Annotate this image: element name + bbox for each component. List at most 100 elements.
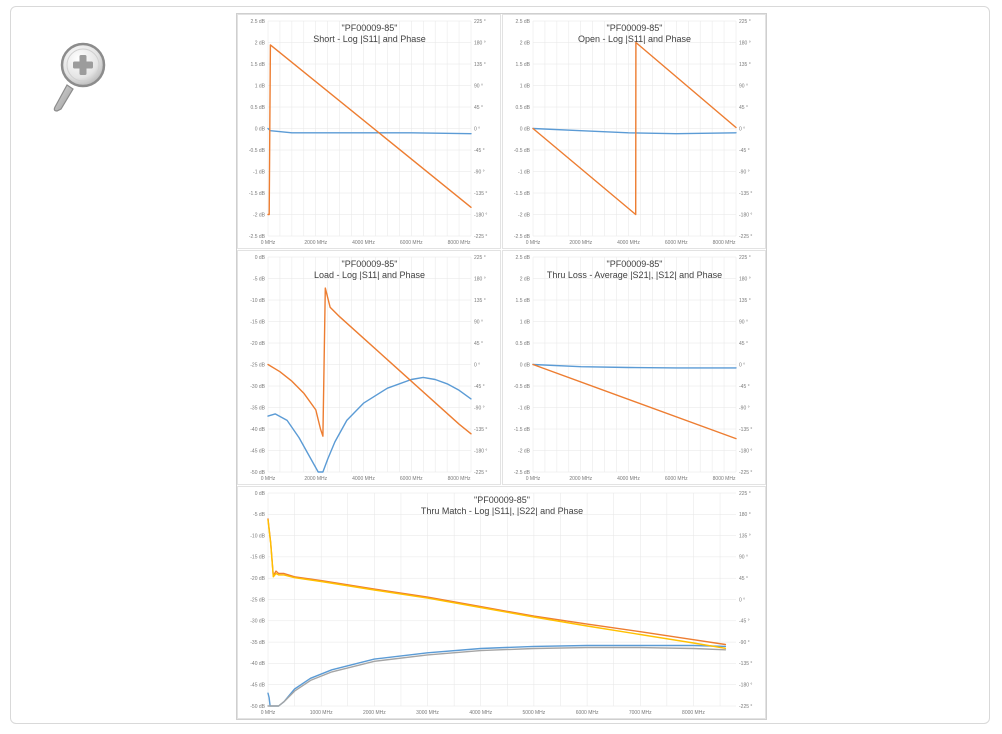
y2-tick-label: 225 ° [739, 255, 751, 261]
y2-tick-label: 180 ° [739, 512, 751, 518]
y-tick-label: 0.5 dB [251, 105, 266, 111]
x-tick-label: 6000 MHz [400, 476, 423, 482]
x-tick-label: 0 MHz [261, 476, 276, 482]
y2-tick-label: -135 ° [739, 427, 752, 433]
y-tick-label: 1 dB [520, 83, 531, 89]
x-tick-label: 2000 MHz [304, 240, 327, 246]
y-tick-label: 2 dB [520, 276, 531, 282]
y2-tick-label: -180 ° [474, 448, 487, 454]
series-line-2 [267, 646, 727, 707]
y-tick-label: 1 dB [520, 319, 531, 325]
y2-tick-label: -90 ° [739, 405, 750, 411]
x-tick-label: 2000 MHz [304, 476, 327, 482]
chart-panel-1: 2.5 dB 225 ° 2 dB 180 ° 1.5 dB 135 ° 1 dB 90 ° 0… [237, 14, 501, 249]
y2-tick-label: -135 ° [739, 661, 752, 667]
y2-tick-label: 225 ° [474, 255, 486, 261]
y2-tick-label: -45 ° [474, 148, 485, 154]
x-tick-label: 4000 MHz [469, 710, 492, 716]
chart-title: "PF00009-85" [342, 259, 398, 269]
y2-tick-label: 135 ° [474, 298, 486, 304]
chart-title: "PF00009-85" [607, 23, 663, 33]
x-tick-label: 0 MHz [261, 240, 276, 246]
y2-tick-label: -45 ° [739, 619, 750, 625]
y2-tick-label: 45 ° [474, 341, 483, 347]
y2-tick-label: -225 ° [474, 470, 487, 476]
series-line-1 [267, 376, 472, 473]
y-tick-label: -2.5 dB [514, 470, 531, 476]
chart-title: "PF00009-85" [474, 495, 530, 505]
x-tick-label: 0 MHz [526, 240, 541, 246]
y-tick-label: -15 dB [250, 555, 265, 561]
zoom-in-icon [53, 42, 106, 112]
x-tick-label: 8000 MHz [448, 476, 471, 482]
chart-frame [237, 486, 766, 719]
y2-tick-label: -135 ° [739, 191, 752, 197]
y-tick-label: 1 dB [255, 83, 266, 89]
x-tick-label: 5000 MHz [523, 710, 546, 716]
chart-title: "PF00009-85" [607, 259, 663, 269]
y-tick-label: -30 dB [250, 384, 265, 390]
y-tick-label: 0.5 dB [516, 105, 531, 111]
chart-frame [237, 250, 501, 485]
y2-tick-label: 180 ° [474, 276, 486, 282]
x-tick-label: 2000 MHz [569, 240, 592, 246]
y-tick-label: -35 dB [250, 405, 265, 411]
series-line-1 [532, 363, 737, 369]
y2-tick-label: -90 ° [739, 169, 750, 175]
y2-tick-label: 45 ° [739, 341, 748, 347]
chart-frame [502, 14, 766, 249]
y-tick-label: -10 dB [250, 298, 265, 304]
y2-tick-label: -135 ° [474, 427, 487, 433]
y2-tick-label: 180 ° [474, 40, 486, 46]
chart-panel-4: 2.5 dB 225 ° 2 dB 180 ° 1.5 dB 135 ° 1 dB 90 ° 0… [502, 250, 766, 485]
y2-tick-label: 180 ° [739, 276, 751, 282]
y-tick-label: -25 dB [250, 362, 265, 368]
y-tick-label: 2.5 dB [251, 19, 266, 25]
y2-tick-label: 180 ° [739, 40, 751, 46]
y-tick-label: 0 dB [520, 362, 531, 368]
x-tick-label: 8000 MHz [448, 240, 471, 246]
y-tick-label: -15 dB [250, 319, 265, 325]
y-tick-label: -2.5 dB [514, 234, 531, 240]
y2-tick-label: 0 ° [739, 597, 745, 603]
y-tick-label: -2.5 dB [249, 234, 266, 240]
x-tick-label: 0 MHz [261, 710, 276, 716]
x-tick-label: 8000 MHz [682, 710, 705, 716]
y-tick-label: -45 dB [250, 448, 265, 454]
x-tick-label: 8000 MHz [713, 240, 736, 246]
zoom-in-button[interactable] [47, 37, 117, 117]
y-tick-label: 0 dB [255, 491, 266, 497]
chart-panel-5: 0 dB 225 ° -5 dB 180 ° -10 dB 135 ° -15 dB 90 °… [237, 486, 766, 719]
y2-tick-label: 90 ° [739, 555, 748, 561]
y2-tick-label: 135 ° [739, 533, 751, 539]
y-tick-label: 0 dB [520, 126, 531, 132]
series-line-2 [267, 287, 472, 437]
y-tick-label: -20 dB [250, 576, 265, 582]
y-tick-label: -2 dB [518, 448, 531, 454]
y-tick-label: -2 dB [253, 212, 266, 218]
x-tick-label: 0 MHz [526, 476, 541, 482]
y2-tick-label: 45 ° [739, 105, 748, 111]
series-line-2 [267, 44, 472, 216]
x-tick-label: 2000 MHz [363, 710, 386, 716]
y2-tick-label: 0 ° [474, 126, 480, 132]
y2-tick-label: 90 ° [739, 319, 748, 325]
x-tick-label: 2000 MHz [569, 476, 592, 482]
charts-svg: 2.5 dB 225 ° 2 dB 180 ° 1.5 dB 135 ° 1 dB 90 ° 0… [237, 14, 766, 719]
y2-tick-label: 225 ° [474, 19, 486, 25]
y-tick-label: 0.5 dB [516, 341, 531, 347]
x-tick-label: 4000 MHz [352, 476, 375, 482]
chart-subtitle: Short - Log |S11| and Phase [313, 34, 426, 44]
y-tick-label: -5 dB [253, 512, 266, 518]
y2-tick-label: 90 ° [474, 319, 483, 325]
y2-tick-label: -225 ° [474, 234, 487, 240]
y-tick-label: 2.5 dB [516, 19, 531, 25]
series-line-1 [532, 127, 737, 135]
y2-tick-label: -45 ° [474, 384, 485, 390]
x-tick-label: 7000 MHz [629, 710, 652, 716]
x-tick-label: 6000 MHz [665, 476, 688, 482]
y-tick-label: 1.5 dB [251, 62, 266, 68]
y2-tick-label: -90 ° [739, 640, 750, 646]
x-tick-label: 6000 MHz [665, 240, 688, 246]
chart-subtitle: Load - Log |S11| and Phase [314, 270, 425, 280]
